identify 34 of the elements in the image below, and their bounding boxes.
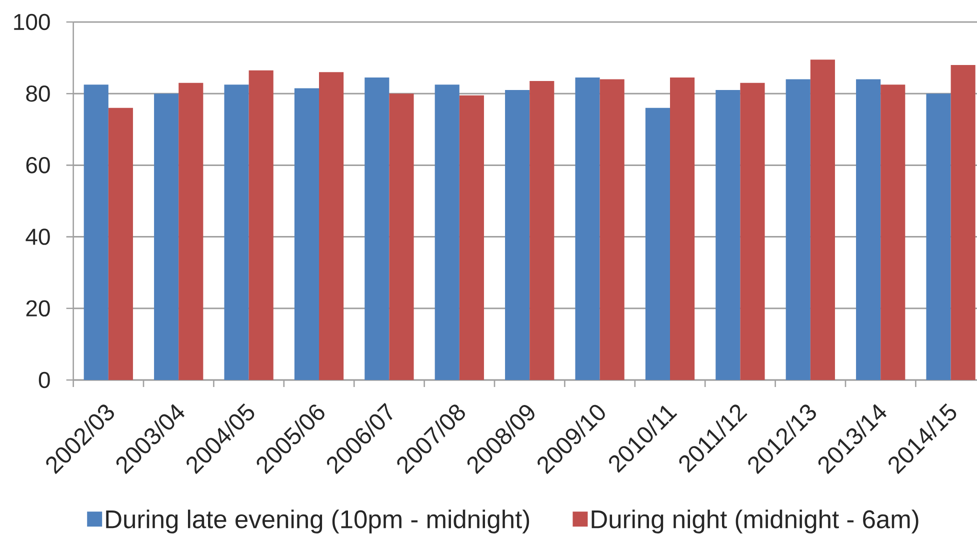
- bar: [505, 90, 530, 380]
- y-tick-label: 20: [26, 300, 50, 317]
- bar: [740, 82, 765, 380]
- bar: [600, 79, 624, 380]
- bar: [856, 79, 881, 380]
- bar: [178, 82, 204, 380]
- y-tick-label: 100: [14, 14, 50, 30]
- bar: [716, 90, 740, 380]
- bar: [880, 84, 906, 380]
- bar: [248, 70, 274, 380]
- bar: [926, 94, 951, 380]
- bar: [108, 108, 133, 380]
- bar: [434, 84, 460, 380]
- legend-label: During night (midnight - 6am): [592, 510, 918, 534]
- bar: [575, 77, 600, 380]
- bar: [645, 108, 670, 380]
- bar: [294, 88, 320, 380]
- legend-label: During late evening (10pm - midnight): [106, 510, 530, 534]
- y-tick-label: 60: [26, 157, 50, 174]
- bar: [154, 94, 179, 380]
- bar: [459, 95, 484, 380]
- bar: [319, 72, 344, 380]
- bar: [389, 94, 414, 380]
- bar: [224, 84, 249, 380]
- bar: [670, 77, 695, 380]
- y-tick-label: 40: [26, 228, 50, 245]
- bar: [786, 79, 810, 380]
- bar: [810, 60, 835, 380]
- bar: [530, 81, 554, 380]
- y-tick-label: 80: [26, 85, 50, 102]
- bar: [364, 77, 390, 380]
- bar: [84, 84, 108, 380]
- y-tick-label: 0: [38, 372, 50, 388]
- bar: [950, 64, 976, 380]
